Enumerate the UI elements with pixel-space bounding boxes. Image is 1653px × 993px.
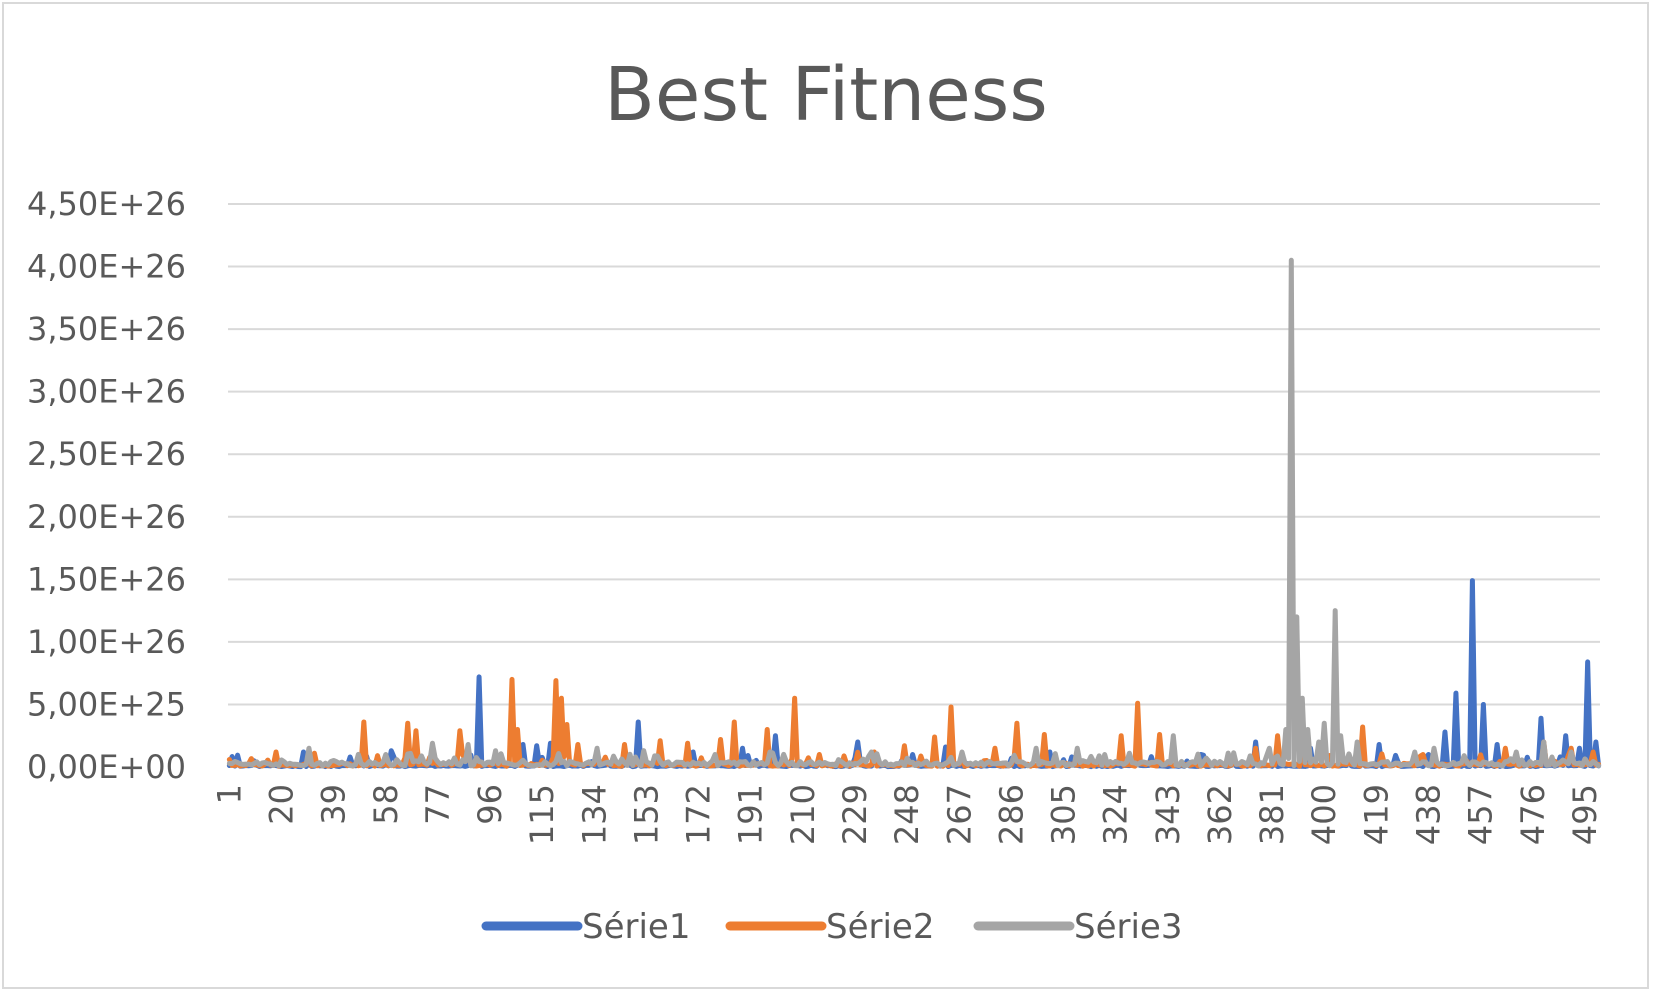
x-tick-label: 400	[1305, 784, 1343, 845]
x-tick-label: 96	[471, 784, 509, 825]
x-tick-label: 77	[419, 784, 457, 825]
gridlines	[228, 203, 1600, 768]
x-tick-label: 39	[315, 784, 353, 825]
x-tick-label: 153	[627, 784, 665, 845]
y-tick-label: 4,00E+26	[27, 248, 186, 286]
x-tick-label: 210	[784, 784, 822, 845]
chart-title: Best Fitness	[604, 52, 1048, 138]
x-tick-label: 495	[1566, 784, 1604, 845]
y-axis-ticks: 0,00E+00 5,00E+25 1,00E+26 1,50E+26 2,00E+26…	[27, 185, 186, 786]
x-tick-label: 248	[888, 784, 926, 845]
x-tick-label: 324	[1097, 784, 1135, 845]
x-tick-label: 134	[575, 784, 613, 845]
x-tick-label: 438	[1410, 784, 1448, 845]
y-tick-label: 5,00E+25	[27, 685, 186, 723]
y-tick-label: 4,50E+26	[27, 185, 186, 223]
y-tick-label: 3,00E+26	[27, 373, 186, 411]
y-tick-label: 2,00E+26	[27, 498, 186, 536]
legend-label-1: Série1	[582, 907, 690, 947]
x-tick-label: 191	[732, 784, 770, 845]
x-tick-label: 476	[1514, 784, 1552, 845]
x-tick-label: 362	[1201, 784, 1239, 845]
plot-area	[226, 257, 1602, 770]
x-tick-label: 343	[1149, 784, 1187, 845]
y-tick-label: 1,50E+26	[27, 560, 186, 598]
legend-label-3: Série3	[1074, 907, 1182, 947]
y-tick-label: 3,50E+26	[27, 310, 186, 348]
legend-label-2: Série2	[826, 907, 934, 947]
x-tick-label: 1	[210, 784, 248, 804]
y-tick-label: 0,00E+00	[27, 748, 186, 786]
legend: Série1 Série2 Série3	[481, 907, 1182, 947]
x-tick-label: 58	[367, 784, 405, 825]
y-tick-label: 2,50E+26	[27, 435, 186, 473]
x-tick-label: 267	[940, 784, 978, 845]
x-tick-label: 20	[263, 784, 301, 825]
series-line-1	[226, 578, 1602, 770]
x-tick-label: 381	[1253, 784, 1291, 845]
series-line-3	[226, 257, 1602, 769]
x-tick-label: 172	[680, 784, 718, 845]
x-tick-label: 115	[523, 784, 561, 845]
x-tick-label: 457	[1462, 784, 1500, 845]
x-tick-label: 286	[992, 784, 1030, 845]
x-axis-ticks: 1 20 39 58 77 96 115 134 153 172 191 210 229 248 267 28…	[210, 784, 1604, 845]
x-tick-label: 419	[1357, 784, 1395, 845]
y-tick-label: 1,00E+26	[27, 623, 186, 661]
x-tick-label: 305	[1045, 784, 1083, 845]
x-tick-label: 229	[836, 784, 874, 845]
